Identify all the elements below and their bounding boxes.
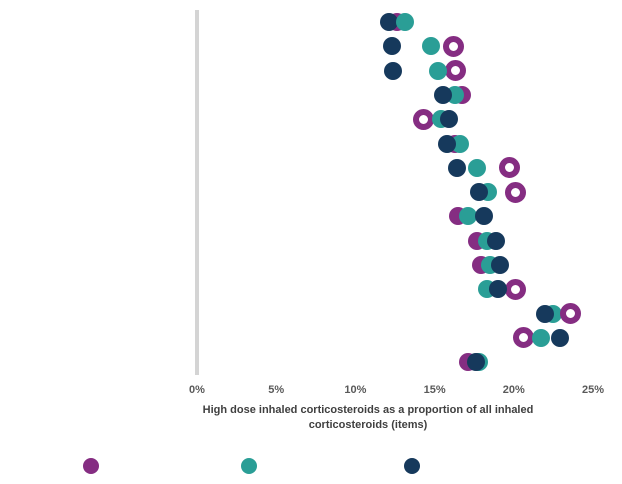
teal-dot bbox=[450, 134, 469, 153]
x-tick-25pct: 25% bbox=[581, 384, 605, 396]
purple-ring-dot bbox=[413, 108, 434, 130]
navy-dot bbox=[490, 256, 509, 274]
navy-dot bbox=[466, 353, 485, 372]
navy-dot bbox=[488, 280, 507, 299]
navy-dot bbox=[382, 37, 401, 56]
navy-dot bbox=[487, 231, 506, 250]
navy-dot bbox=[384, 61, 403, 80]
teal-dot bbox=[395, 13, 414, 31]
teal-dot bbox=[468, 158, 487, 177]
navy-dot bbox=[550, 328, 569, 347]
navy-dot bbox=[433, 85, 452, 104]
legend-purple-series-dot bbox=[83, 458, 99, 474]
teal-dot bbox=[531, 328, 550, 347]
x-tick-5pct: 5% bbox=[268, 384, 285, 396]
navy-dot bbox=[439, 110, 458, 129]
x-tick-10pct: 10% bbox=[344, 384, 367, 396]
legend-navy-series-dot bbox=[404, 458, 420, 474]
x-tick-20pct: 20% bbox=[502, 384, 525, 396]
navy-dot bbox=[474, 207, 493, 226]
teal-dot bbox=[458, 207, 477, 226]
purple-ring-dot bbox=[498, 157, 520, 179]
purple-ring-dot bbox=[560, 303, 582, 325]
navy-dot bbox=[447, 158, 466, 177]
legend-teal-series-dot bbox=[241, 458, 257, 474]
navy-dot bbox=[536, 304, 555, 323]
zero-percent-gridline bbox=[194, 10, 199, 375]
navy-dot bbox=[469, 183, 488, 202]
x-tick-15pct: 15% bbox=[423, 384, 446, 396]
purple-ring-dot bbox=[512, 327, 534, 349]
x-axis-label-line2: corticosteroids (items) bbox=[308, 418, 428, 431]
x-axis-label-line1: High dose inhaled corticosteroids as a p… bbox=[202, 404, 534, 416]
navy-dot bbox=[379, 13, 398, 31]
teal-dot bbox=[422, 37, 441, 56]
x-tick-0pct: 0% bbox=[189, 384, 205, 396]
purple-ring-dot bbox=[504, 278, 526, 300]
teal-dot bbox=[428, 61, 447, 80]
purple-ring-dot bbox=[443, 35, 465, 57]
x-axis-label: High dose inhaled corticosteroids as a p… bbox=[140, 403, 596, 433]
purple-ring-dot bbox=[444, 60, 466, 82]
purple-ring-dot bbox=[504, 181, 526, 203]
navy-dot bbox=[438, 134, 457, 153]
